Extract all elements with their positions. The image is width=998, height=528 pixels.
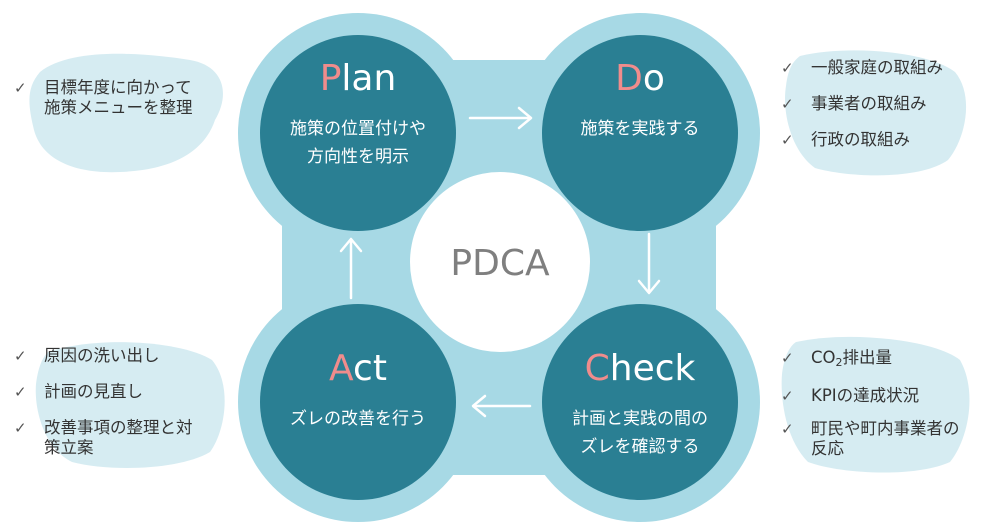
note-text-line2: 策立案	[44, 438, 94, 457]
list-item: ✓ 改善事項の整理と対 策立案	[14, 418, 193, 458]
check-mark-icon: ✓	[781, 349, 794, 367]
check-notes: ✓ CO2排出量 ✓ KPIの達成状況 ✓ 町民や町内事業者の 反応	[781, 348, 960, 472]
act-stage: Act ズレの改善を行う	[260, 304, 456, 500]
act-title: Act	[329, 348, 387, 389]
list-item: ✓ 町民や町内事業者の 反応	[781, 419, 960, 459]
plan-title: Plan	[320, 58, 397, 99]
note-text-line1: 目標年度に向かって	[44, 78, 192, 97]
list-item: ✓ CO2排出量	[781, 348, 960, 373]
plan-note-wash	[29, 53, 223, 173]
list-item: ✓ 計画の見直し	[14, 382, 193, 402]
note-text: 行政の取組み	[811, 130, 910, 149]
co2-label: CO2排出量	[811, 348, 893, 369]
plan-to-do-arrow-icon	[468, 106, 533, 130]
check-stage: Check 計画と実践の間の ズレを確認する	[542, 304, 738, 500]
act-note-wash	[35, 342, 225, 468]
list-item: ✓ KPIの達成状況	[781, 386, 960, 406]
check-mark-icon: ✓	[14, 79, 27, 97]
note-text-line2: 反応	[811, 439, 844, 458]
act-to-plan-arrow-icon	[339, 237, 363, 300]
check-to-act-arrow-icon	[471, 394, 532, 418]
note-text: 一般家庭の取組み	[811, 58, 943, 77]
do-notes: ✓ 一般家庭の取組み ✓ 事業者の取組み ✓ 行政の取組み	[781, 58, 943, 166]
do-title: Do	[615, 58, 665, 99]
do-to-check-arrow-icon	[637, 232, 661, 295]
check-mark-icon: ✓	[14, 347, 27, 365]
note-text-line2: 施策メニューを整理	[44, 98, 193, 117]
note-text-line1: 改善事項の整理と対	[44, 418, 193, 437]
note-text: 原因の洗い出し	[44, 346, 160, 365]
note-washes	[29, 50, 970, 473]
do-desc-line1: 施策を実践する	[581, 119, 700, 139]
note-text-line1: 町民や町内事業者の	[811, 419, 960, 438]
center-circle	[410, 172, 590, 352]
center-label: PDCA	[450, 243, 550, 284]
list-item: ✓ 原因の洗い出し	[14, 346, 193, 366]
check-mark-icon: ✓	[14, 419, 27, 437]
check-mark-icon: ✓	[781, 387, 794, 405]
check-mark-icon: ✓	[781, 95, 794, 113]
check-note-wash	[781, 336, 970, 473]
note-text: KPIの達成状況	[811, 386, 920, 405]
act-notes: ✓ 原因の洗い出し ✓ 計画の見直し ✓ 改善事項の整理と対 策立案	[14, 346, 193, 474]
check-desc-line1: 計画と実践の間の	[572, 409, 708, 429]
do-stage: Do 施策を実践する	[542, 35, 738, 231]
check-mark-icon: ✓	[14, 383, 27, 401]
check-mark-icon: ✓	[781, 131, 794, 149]
plan-stage: Plan 施策の位置付けや 方向性を明示	[260, 35, 456, 231]
list-item: ✓ 事業者の取組み	[781, 94, 943, 114]
do-note-wash	[785, 50, 967, 176]
list-item: ✓ 目標年度に向かって 施策メニューを整理	[14, 78, 193, 118]
list-item: ✓ 一般家庭の取組み	[781, 58, 943, 78]
check-mark-icon: ✓	[781, 420, 794, 438]
plan-desc-line2: 方向性を明示	[307, 147, 409, 167]
plan-notes: ✓ 目標年度に向かって 施策メニューを整理	[14, 78, 193, 134]
note-text: 事業者の取組み	[811, 94, 927, 113]
co2-subscript: 2	[835, 356, 843, 369]
list-item: ✓ 行政の取組み	[781, 130, 943, 150]
plan-desc-line1: 施策の位置付けや	[290, 119, 426, 139]
check-title: Check	[585, 348, 696, 389]
check-mark-icon: ✓	[781, 59, 794, 77]
note-text: 計画の見直し	[44, 382, 143, 401]
act-desc-line1: ズレの改善を行う	[290, 409, 426, 429]
check-desc-line2: ズレを確認する	[581, 437, 700, 457]
